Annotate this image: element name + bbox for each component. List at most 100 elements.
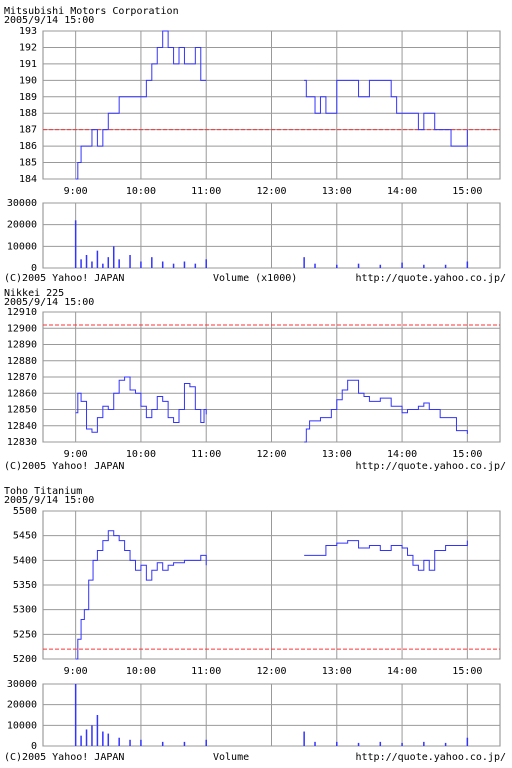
footer-copyright: (C)2005 Yahoo! JAPAN (4, 461, 124, 472)
y-tick-label: 193 (19, 26, 37, 37)
x-tick-label: 9:00 (64, 186, 88, 197)
y-tick-label: 12850 (7, 405, 37, 416)
y-tick-label: 12870 (7, 372, 37, 383)
y-tick-label: 190 (19, 75, 37, 86)
price-line (75, 376, 468, 443)
volume-bar (74, 220, 77, 268)
volume-bar (401, 262, 403, 268)
volume-bar (379, 264, 382, 268)
volume-bar (91, 261, 93, 268)
x-tick-label: 10:00 (126, 449, 156, 460)
volume-bar (107, 257, 110, 268)
volume-bar (444, 264, 447, 268)
x-tick-label: 11:00 (191, 186, 221, 197)
footer-url: http://quote.yahoo.co.jp/ (355, 752, 506, 763)
chart-subtitle: 2005/9/14 15:00 (4, 495, 94, 506)
volume-bar (314, 741, 316, 746)
x-tick-label: 14:00 (387, 186, 417, 197)
x-tick-label: 15:00 (452, 666, 482, 677)
volume-bar (357, 742, 360, 746)
y-tick-label: 12880 (7, 356, 37, 367)
volume-bar (205, 739, 207, 746)
x-tick-label: 12:00 (256, 666, 286, 677)
chart-title: Mitsubishi Motors Corporation (4, 6, 179, 17)
volume-bar (91, 725, 93, 746)
volume-bar (314, 263, 316, 268)
y-tick-label: 12860 (7, 388, 37, 399)
volume-bar (183, 741, 186, 746)
footer-copyright: (C)2005 Yahoo! JAPAN (4, 752, 124, 763)
x-tick-label: 12:00 (256, 449, 286, 460)
volume-bar (357, 263, 360, 268)
volume-bar (423, 264, 425, 268)
x-tick-label: 10:00 (126, 666, 156, 677)
y-tick-label: 187 (19, 125, 37, 136)
x-tick-label: 15:00 (452, 449, 482, 460)
volume-bar (118, 259, 120, 268)
y-tick-label: 10000 (7, 720, 37, 731)
volume-bar (107, 733, 110, 746)
footer-url: http://quote.yahoo.co.jp/ (355, 461, 506, 472)
chart-title: Toho Titanium (4, 486, 82, 497)
volume-bar (151, 257, 153, 268)
y-tick-label: 184 (19, 174, 37, 185)
volume-bar (140, 261, 142, 268)
x-tick-label: 12:00 (256, 186, 286, 197)
price-line (75, 530, 468, 660)
footer-copyright: (C)2005 Yahoo! JAPAN (4, 273, 124, 284)
x-tick-label: 15:00 (452, 186, 482, 197)
volume-bar (401, 742, 403, 746)
volume-bar (303, 731, 305, 746)
volume-bar (80, 259, 82, 268)
y-tick-label: 188 (19, 108, 37, 119)
volume-bar (161, 261, 164, 268)
volume-bar (129, 255, 131, 268)
volume-bar (96, 715, 99, 746)
x-tick-label: 13:00 (322, 449, 352, 460)
volume-bar (336, 741, 338, 746)
volume-bar (183, 261, 186, 268)
y-tick-label: 5350 (13, 580, 37, 591)
y-tick-label: 30000 (7, 679, 37, 690)
x-tick-label: 9:00 (64, 666, 88, 677)
volume-bar (96, 250, 99, 268)
volume-bar (423, 741, 425, 746)
footer-url: http://quote.yahoo.co.jp/ (355, 273, 506, 284)
y-tick-label: 20000 (7, 700, 37, 711)
y-tick-label: 5450 (13, 531, 37, 542)
y-tick-label: 0 (31, 741, 37, 752)
volume-bar (140, 739, 142, 746)
volume-bar (466, 737, 469, 746)
y-tick-label: 191 (19, 59, 37, 70)
volume-bar (303, 257, 305, 268)
volume-bar (172, 263, 175, 268)
volume-bar (129, 739, 131, 746)
volume-bar (194, 263, 197, 268)
y-tick-label: 192 (19, 42, 37, 53)
y-tick-label: 5250 (13, 629, 37, 640)
volume-bar (85, 255, 88, 268)
volume-bar (444, 742, 447, 746)
x-tick-label: 11:00 (191, 666, 221, 677)
volume-bar (118, 737, 120, 746)
volume-bar (74, 684, 77, 746)
volume-bar (85, 729, 88, 746)
x-tick-label: 11:00 (191, 449, 221, 460)
y-tick-label: 189 (19, 92, 37, 103)
y-tick-label: 5500 (13, 506, 37, 517)
volume-bar (102, 263, 104, 268)
chart-title: Nikkei 225 (4, 288, 64, 299)
y-tick-label: 186 (19, 141, 37, 152)
y-tick-label: 10000 (7, 241, 37, 252)
y-tick-label: 12830 (7, 437, 37, 448)
x-axis-label: Volume (213, 752, 249, 763)
x-tick-label: 14:00 (387, 449, 417, 460)
chart-subtitle: 2005/9/14 15:00 (4, 15, 94, 26)
y-tick-label: 185 (19, 158, 37, 169)
y-tick-label: 5400 (13, 555, 37, 566)
y-tick-label: 12910 (7, 307, 37, 318)
volume-bar (205, 259, 207, 268)
x-axis-label: Volume (x1000) (213, 273, 297, 284)
y-tick-label: 20000 (7, 220, 37, 231)
